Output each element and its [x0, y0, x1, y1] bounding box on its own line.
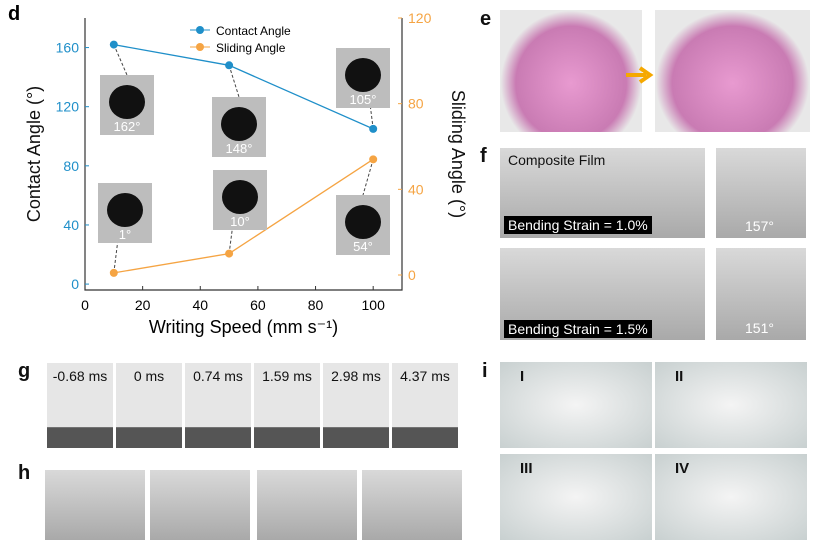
droplet	[345, 58, 381, 92]
frame: 2.98 ms	[323, 363, 389, 448]
x-tick-label: 80	[308, 297, 324, 313]
value-label: 10°	[230, 214, 250, 229]
chart: d 0 20 40 60 80 100 0 40 80 120 160 0 40 80 120 Writing…	[8, 3, 468, 337]
photo-label: II	[675, 368, 684, 385]
y2-tick-label: 0	[408, 267, 416, 283]
y-axis-title: Contact Angle (°)	[24, 86, 44, 222]
x-axis-title: Writing Speed (mm s⁻¹)	[149, 317, 338, 337]
time-label: 4.37 ms	[400, 368, 450, 384]
value-label: 148°	[226, 141, 253, 156]
x-tick-label: 20	[135, 297, 151, 313]
droplet	[109, 85, 145, 119]
y-tick-label: 160	[56, 40, 80, 56]
panel-label: g	[18, 360, 31, 382]
x-tick-label: 100	[362, 297, 386, 313]
photo	[500, 10, 642, 132]
y2-tick-label: 80	[408, 96, 424, 112]
frame: 1.59 ms	[254, 363, 320, 448]
droplet	[222, 180, 258, 214]
frame: 0 ms	[116, 363, 182, 448]
photo: I	[500, 362, 652, 448]
panel-label: d	[8, 3, 20, 25]
panel-label: e	[480, 8, 492, 30]
photo	[362, 470, 462, 540]
photo	[257, 470, 357, 540]
value-label: 54°	[353, 239, 373, 254]
frame: -0.68 ms	[47, 363, 113, 448]
point	[225, 249, 234, 258]
point	[109, 40, 118, 49]
strain-label: Bending Strain = 1.5%	[504, 320, 652, 338]
angle-label: 157°	[745, 218, 774, 234]
x-tick-label: 60	[250, 297, 266, 313]
y-tick-label: 80	[63, 158, 79, 174]
frame: 0.74 ms	[185, 363, 251, 448]
photo-label: III	[520, 460, 533, 477]
y-tick-label: 120	[56, 99, 80, 115]
leader	[113, 44, 128, 76]
angle-label: 151°	[745, 320, 774, 336]
time-label: -0.68 ms	[52, 368, 108, 384]
annotation: Composite Film	[508, 152, 606, 168]
leader	[228, 65, 240, 98]
y2-axis-title: Sliding Angle (°)	[448, 90, 468, 218]
legend-label: Contact Angle	[216, 24, 291, 38]
point	[369, 155, 378, 164]
legend-marker	[196, 26, 204, 34]
legend-marker	[196, 43, 204, 51]
droplet	[107, 193, 143, 227]
photo	[150, 470, 250, 540]
photo: III	[500, 454, 652, 540]
frame: 4.37 ms	[392, 363, 458, 448]
panel-label: i	[482, 360, 488, 382]
y2-tick-label: 40	[408, 181, 424, 197]
photo	[45, 470, 145, 540]
legend-label: Sliding Angle	[216, 41, 286, 55]
panel-label: f	[480, 145, 487, 167]
point	[109, 268, 118, 277]
photo-label: I	[520, 368, 525, 385]
time-label: 0.74 ms	[193, 368, 243, 384]
value-label: 105°	[350, 92, 377, 107]
x-tick-label: 0	[81, 297, 89, 313]
droplet	[345, 205, 381, 239]
value-label: 1°	[119, 227, 131, 242]
y-tick-label: 40	[63, 217, 79, 233]
time-label: 2.98 ms	[331, 368, 381, 384]
leader	[362, 159, 374, 196]
axis	[84, 18, 403, 291]
time-label: 0 ms	[133, 368, 165, 384]
photo	[716, 248, 806, 340]
droplet	[221, 107, 257, 141]
point	[225, 61, 234, 70]
value-label: 162°	[114, 119, 141, 134]
y2-tick-label: 120	[408, 10, 432, 26]
x-tick-label: 40	[192, 297, 208, 313]
arrow	[626, 66, 654, 84]
photo-label: IV	[675, 460, 690, 477]
photo	[655, 10, 810, 132]
photo: IV	[655, 454, 807, 540]
y-tick-label: 0	[71, 276, 79, 292]
strain-label: Bending Strain = 1.0%	[504, 216, 652, 234]
point	[369, 124, 378, 133]
time-label: 1.59 ms	[262, 368, 312, 384]
photo: II	[655, 362, 807, 448]
panel-label: h	[18, 462, 31, 484]
photo	[716, 148, 806, 238]
